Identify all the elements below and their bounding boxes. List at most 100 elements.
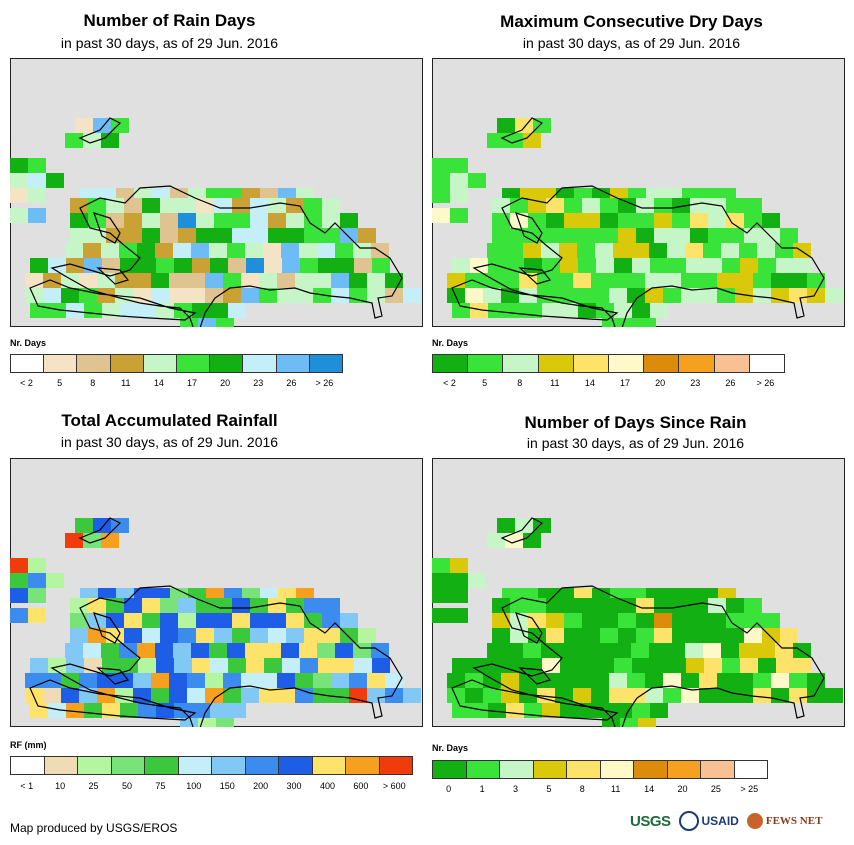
grid-cell — [160, 628, 178, 643]
grid-cell — [101, 133, 119, 148]
legend-swatch — [503, 355, 539, 372]
grid-cell — [717, 688, 735, 703]
grid-cell — [582, 598, 600, 613]
grid-cell — [663, 288, 681, 303]
legend-label: 17 — [187, 378, 198, 388]
grid-cell — [367, 673, 385, 688]
grid-cell — [106, 213, 124, 228]
grid-cell — [487, 243, 505, 258]
grid-cell — [10, 588, 28, 603]
grid-cell — [28, 558, 46, 573]
grid-cell — [188, 188, 206, 198]
legend-label: 14 — [644, 784, 655, 794]
grid-cell — [282, 258, 300, 273]
grid-cell — [46, 173, 64, 188]
legend-label: 17 — [620, 378, 631, 388]
legend-swatch — [279, 757, 313, 774]
grid-cell — [681, 673, 699, 688]
grid-cell — [667, 643, 685, 658]
grid-cell — [353, 243, 371, 258]
grid-cell — [718, 588, 736, 598]
grid-cell — [632, 303, 650, 318]
grid-cell — [228, 658, 246, 673]
grid-cell — [304, 213, 322, 228]
grid-cell — [178, 598, 196, 613]
grid-cell — [718, 188, 736, 198]
grid-cell — [627, 288, 645, 303]
grid-cell — [528, 628, 546, 643]
grid-cell — [178, 613, 196, 628]
grid-cell — [523, 243, 541, 258]
grid-cell — [263, 243, 281, 258]
grid-cell — [241, 688, 259, 703]
legend-label: 25 — [88, 781, 99, 791]
usaid-seal-icon — [678, 811, 699, 831]
legend-swatch — [433, 761, 467, 778]
grid-cell — [510, 628, 528, 643]
legend-swatch — [679, 355, 715, 372]
grid-cell — [609, 288, 627, 303]
legend-swatch — [177, 355, 211, 372]
grid-cell — [470, 258, 488, 273]
grid-cell — [636, 598, 654, 613]
grid-cell — [120, 703, 138, 718]
grid-cell — [115, 273, 133, 288]
grid-cell — [789, 673, 807, 688]
legend-label: 5 — [546, 784, 552, 794]
grid-cell — [156, 258, 174, 273]
grid-cell — [636, 613, 654, 628]
grid-cell — [564, 613, 582, 628]
grid-cell — [523, 643, 541, 658]
grid-cell — [564, 213, 582, 228]
grid-cell — [487, 533, 505, 548]
grid-cell — [506, 703, 524, 718]
grid-cell — [447, 688, 465, 703]
grid-cell — [242, 588, 260, 598]
grid-cell — [205, 688, 223, 703]
grid-cell — [537, 673, 555, 688]
grid-cell — [632, 658, 650, 673]
grid-cell — [654, 213, 672, 228]
grid-cell — [367, 688, 385, 703]
legend-swatch — [734, 761, 767, 778]
panel-max-dry-days: Maximum Consecutive Dry Days in past 30 … — [427, 0, 854, 405]
grid-cell — [83, 133, 101, 148]
grid-cell — [789, 288, 807, 303]
grid-cell — [214, 613, 232, 628]
grid-cell — [600, 598, 618, 613]
grid-cell — [299, 643, 317, 658]
grid-cell — [192, 703, 210, 718]
grid-cell — [487, 643, 505, 658]
grid-cell — [214, 213, 232, 228]
grid-cell — [703, 243, 721, 258]
grid-cell — [216, 718, 234, 727]
grid-cell — [541, 643, 559, 658]
grid-cell — [614, 703, 632, 718]
legend-swatch — [533, 761, 567, 778]
grid-cell — [259, 673, 277, 688]
grid-cell — [582, 628, 600, 643]
legend-labels: < 2 5 8 11 14 17 20 23 26 > 26 — [432, 378, 783, 390]
grid-cell — [124, 613, 142, 628]
legend-swatch — [567, 761, 601, 778]
panel-days-since-rain: Number of Days Since Rain in past 30 day… — [427, 405, 854, 800]
grid-cell — [600, 628, 618, 643]
grid-cell — [304, 198, 322, 213]
grid-cell — [613, 643, 631, 658]
grid-cell — [151, 688, 169, 703]
grid-cell — [138, 303, 156, 318]
grid-cell — [102, 658, 120, 673]
grid-cell — [505, 243, 523, 258]
grid-cell — [470, 658, 488, 673]
grid-cell — [775, 643, 793, 658]
legend-swatch — [245, 757, 279, 774]
legend-label: 8 — [579, 784, 585, 794]
grid-cell — [151, 673, 169, 688]
grid-cell — [403, 688, 421, 703]
grid-cell — [573, 288, 591, 303]
grid-cell — [160, 228, 178, 243]
grid-cell — [690, 198, 708, 213]
grid-cell — [650, 658, 668, 673]
grid-cell — [541, 243, 559, 258]
legend-swatch — [212, 757, 246, 774]
